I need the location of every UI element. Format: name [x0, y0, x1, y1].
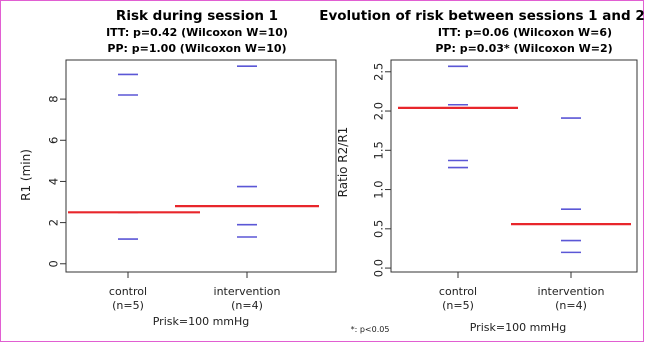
chart-2-ytick-label: 1.0	[372, 180, 386, 198]
chart-2-subtitle-line-1: ITT: p=0.06 (Wilcoxon W=6)	[438, 26, 612, 39]
chart-2: 0.0 0.5 1.0 1.5 2.0 2.5 control(n=5) interventi…	[372, 59, 638, 312]
chart-1: 0 2 4 6 8 control(n=5) intervention(n=4)	[47, 59, 337, 312]
chart-1-ytick-label: 0	[47, 260, 61, 267]
chart-1-plot-box	[65, 59, 337, 273]
chart-2-ytick-label: 1.5	[372, 141, 386, 159]
chart-1-note: Prisk=100 mmHg	[153, 315, 250, 328]
significance-footnote: *: p<0.05	[351, 325, 390, 334]
chart-1-title: Risk during session 1	[116, 8, 278, 24]
chart-2-category-label: (n=5)	[442, 299, 474, 312]
chart-1-ytick-label: 6	[47, 137, 61, 144]
chart-2-title: Evolution of risk between sessions 1 and…	[319, 8, 645, 24]
chart-1-category-label: (n=5)	[112, 299, 144, 312]
chart-1-ylabel-text: R1 (min)	[19, 149, 33, 201]
chart-1-subtitle-line-2: PP: p=1.00 (Wilcoxon W=10)	[107, 42, 286, 55]
chart-2-category-label: intervention	[538, 285, 605, 298]
chart-1-category-label: control	[109, 285, 147, 298]
chart-2-ytick-label: 0.5	[372, 220, 386, 238]
chart-2-ytick-label: 2.5	[372, 63, 386, 81]
chart-2-ytick-label: 0.0	[372, 259, 386, 277]
chart-2-ylabel-text: Ratio R2/R1	[336, 127, 350, 198]
chart-2-category-label: control	[439, 285, 477, 298]
chart-2-subtitle-line-2: PP: p=0.03* (Wilcoxon W=2)	[435, 42, 612, 55]
chart-2-plot-box	[390, 59, 638, 273]
chart-2-ylabel: Ratio R2/R1	[336, 127, 350, 198]
chart-2-note: Prisk=100 mmHg	[470, 321, 567, 334]
chart-2-ytick-label: 2.0	[372, 102, 386, 120]
chart-1-ytick-label: 2	[47, 219, 61, 226]
chart-1-category-label: intervention	[214, 285, 281, 298]
chart-1-ylabel: R1 (min)	[19, 149, 33, 201]
chart-1-category-label: (n=4)	[231, 299, 263, 312]
chart-1-ytick-label: 4	[47, 178, 61, 185]
chart-1-ytick-label: 8	[47, 95, 61, 102]
chart-2-category-label: (n=4)	[555, 299, 587, 312]
chart-1-subtitle-line-1: ITT: p=0.42 (Wilcoxon W=10)	[106, 26, 288, 39]
